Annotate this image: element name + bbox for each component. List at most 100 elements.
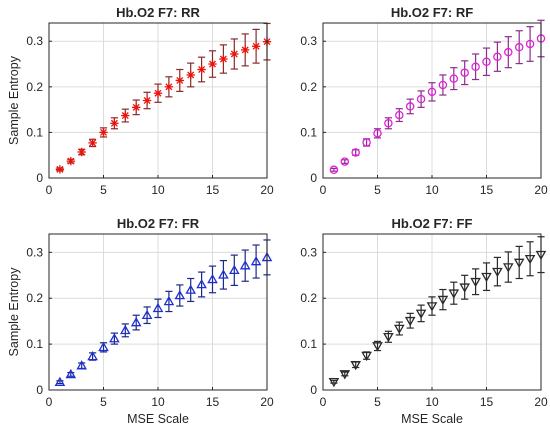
data-point: [241, 45, 250, 55]
error-bar: [461, 274, 469, 300]
error-bar: [482, 47, 491, 77]
error-bar: [330, 379, 338, 384]
data-point: [119, 324, 131, 335]
data-point: [339, 370, 351, 380]
x-tick-label: 0: [320, 183, 327, 197]
error-bar: [439, 74, 447, 96]
data-point: [362, 138, 371, 147]
subplot-4: 0 5 10 15 20 0 0.1 0.2 0.3 Hb.O2 F7: FF MSE Scale: [300, 216, 548, 426]
data-point: [87, 350, 98, 361]
data-point: [328, 377, 340, 388]
subplot-title: Hb.O2 F7: RR: [116, 5, 200, 20]
data-point: [415, 309, 427, 319]
x-tick-label: 20: [534, 395, 548, 409]
error-bar: [472, 53, 480, 81]
error-bar: [241, 249, 249, 282]
data-point: [482, 57, 491, 67]
y-tick-label: 0.2: [26, 80, 43, 94]
data-point: [88, 138, 97, 148]
x-tick-label: 0: [320, 395, 327, 409]
subplot-title: Hb.O2 F7: FF: [392, 216, 473, 231]
error-bar: [428, 296, 436, 316]
error-bar: [395, 108, 403, 123]
error-bar: [504, 251, 512, 283]
data-point: [329, 165, 339, 175]
data-point: [132, 103, 141, 112]
error-bar: [341, 371, 349, 377]
x-tick-label: 15: [206, 395, 220, 409]
data-point: [141, 309, 153, 320]
data-point: [372, 342, 383, 352]
data-point: [438, 80, 448, 90]
data-point: [351, 148, 360, 157]
subplot-2: 0 5 10 15 20 0 0.1 0.2 0.3 Hb.O2 F7: RF: [300, 5, 548, 197]
error-bar: [417, 90, 425, 108]
data-point: [251, 42, 261, 51]
data-point: [404, 316, 416, 327]
data-point: [121, 111, 130, 120]
data-point: [416, 94, 426, 104]
data-point: [196, 278, 207, 289]
x-tick-label: 20: [260, 183, 274, 197]
y-axis-label: Sample Entropy: [7, 55, 21, 145]
data-point: [152, 302, 164, 313]
data-point: [504, 47, 513, 57]
error-bar: [450, 67, 458, 91]
data-point: [471, 62, 480, 72]
x-tick-label: 15: [480, 183, 494, 197]
subplot-1: 0 5 10 15 20 0 0.1 0.2 0.3 Hb.O2 F7: RR Sample Ent…: [7, 5, 274, 197]
x-tick-label: 20: [260, 395, 274, 409]
error-bar: [56, 380, 64, 385]
data-point: [153, 89, 163, 98]
error-bar: [176, 284, 184, 307]
error-bar: [472, 268, 480, 296]
error-bar: [504, 36, 512, 69]
y-tick-label: 0.2: [300, 291, 317, 305]
data-point: [208, 59, 217, 69]
data-point: [250, 256, 262, 266]
error-bar: [187, 277, 195, 303]
error-bar: [515, 30, 523, 65]
error-bar: [252, 244, 260, 279]
data-point: [164, 82, 174, 92]
data-point: [207, 273, 218, 284]
data-point: [502, 263, 514, 273]
error-bar: [493, 41, 501, 72]
data-point: [99, 128, 108, 137]
data-point: [163, 295, 175, 306]
data-point: [470, 277, 481, 288]
data-point: [110, 119, 119, 128]
error-bar: [230, 254, 238, 286]
data-point: [228, 264, 240, 275]
data-point: [55, 165, 65, 174]
data-point: [427, 87, 437, 97]
x-tick-label: 0: [46, 395, 53, 409]
data-point: [513, 258, 525, 268]
y-tick-label: 0.1: [300, 337, 317, 351]
data-point: [525, 39, 535, 49]
x-tick-label: 5: [100, 395, 107, 409]
data-point: [449, 74, 459, 83]
data-point: [54, 376, 66, 387]
data-point: [437, 295, 449, 306]
error-bar: [515, 245, 523, 280]
data-point: [340, 157, 350, 166]
y-tick-label: 0: [310, 171, 317, 185]
error-bar: [67, 371, 75, 377]
data-point: [175, 76, 184, 85]
subplot-title: Hb.O2 F7: FR: [117, 216, 200, 231]
y-tick-label: 0.3: [26, 34, 43, 48]
data-point: [65, 368, 77, 379]
error-bar: [493, 256, 501, 287]
y-tick-label: 0.1: [26, 337, 43, 351]
data-point: [77, 147, 86, 157]
data-point: [384, 119, 393, 128]
x-tick-label: 5: [374, 395, 381, 409]
data-point: [185, 284, 197, 294]
data-point: [109, 333, 120, 343]
subplot-3: 0 5 10 15 20 0 0.1 0.2 0.3 Hb.O2 F7: FR MSE Scale S…: [7, 216, 274, 426]
subplot-title: Hb.O2 F7: RF: [391, 5, 473, 20]
y-tick-label: 0: [36, 383, 43, 397]
data-point: [142, 96, 152, 105]
error-bar: [439, 288, 447, 311]
